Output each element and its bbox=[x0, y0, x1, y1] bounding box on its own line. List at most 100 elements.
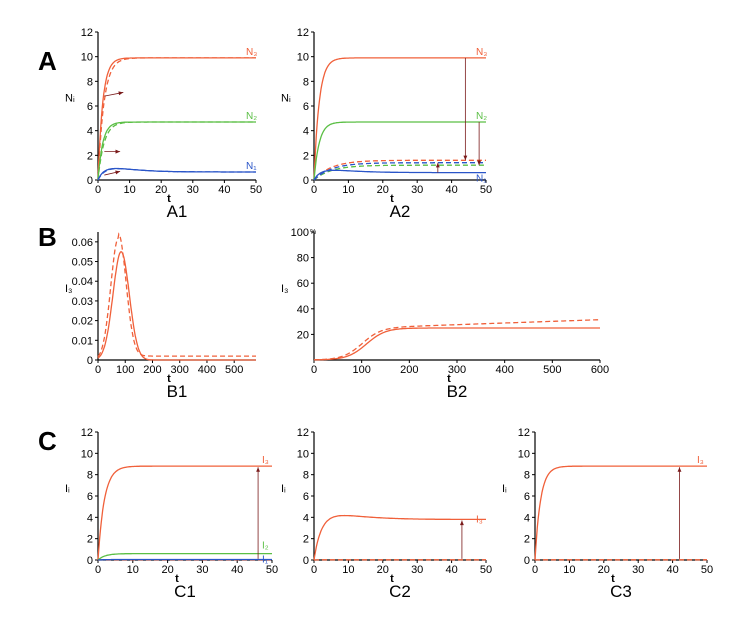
x-tick-label: 0 bbox=[311, 184, 317, 196]
panel-caption: C3 bbox=[610, 582, 632, 601]
y-tick-label: 0 bbox=[87, 555, 93, 567]
series-label: I₃ bbox=[697, 455, 704, 466]
y-tick-label: 8 bbox=[87, 470, 93, 482]
annotation-arrow-head bbox=[118, 91, 124, 96]
panel-caption: C1 bbox=[174, 582, 196, 601]
y-axis-label: Nᵢ bbox=[65, 93, 75, 105]
series-line-3 bbox=[313, 164, 486, 181]
series-label: N₃ bbox=[476, 47, 487, 58]
y-tick-label: 2 bbox=[303, 150, 309, 162]
y-tick-label: 2 bbox=[87, 150, 93, 162]
x-axis-label: t bbox=[390, 573, 394, 585]
y-tick-label: 0.01 bbox=[72, 335, 93, 347]
y-tick-label: 2 bbox=[303, 534, 309, 546]
x-tick-label: 500 bbox=[543, 364, 561, 376]
x-tick-label: 10 bbox=[563, 564, 575, 576]
series-line-1 bbox=[314, 319, 600, 361]
y-tick-label: 10 bbox=[81, 448, 93, 460]
x-tick-label: 500 bbox=[225, 364, 243, 376]
y-axis-label: Iᵢ bbox=[502, 483, 507, 495]
series-label: N₂ bbox=[246, 111, 257, 122]
chart-b1: 0 100 200 300 400 500 0 0.01 0.02 0.03 0.04 0.05 0.0… bbox=[65, 232, 256, 401]
annotation-arrow-head bbox=[477, 160, 482, 166]
y-tick-label: 0 bbox=[524, 555, 530, 567]
x-tick-label: 100 bbox=[116, 364, 134, 376]
x-tick-label: 50 bbox=[266, 564, 278, 576]
x-tick-label: 30 bbox=[196, 564, 208, 576]
annotation-arrow-head bbox=[459, 520, 464, 526]
y-tick-label: 60 bbox=[297, 278, 309, 290]
y-tick-label: 4 bbox=[303, 126, 309, 138]
x-tick-label: 300 bbox=[171, 364, 189, 376]
x-tick-label: 600 bbox=[591, 364, 609, 376]
x-tick-label: 0 bbox=[311, 564, 317, 576]
x-tick-label: 0 bbox=[532, 564, 538, 576]
x-axis-label: t bbox=[611, 573, 615, 585]
x-tick-label: 30 bbox=[632, 564, 644, 576]
x-tick-label: 20 bbox=[598, 564, 610, 576]
panel-caption: B1 bbox=[167, 382, 188, 401]
panel-caption: C2 bbox=[389, 582, 411, 601]
panel-caption: A1 bbox=[167, 202, 188, 221]
row-label-a: A bbox=[38, 46, 57, 76]
y-tick-label: 100 bbox=[291, 227, 309, 239]
x-tick-label: 10 bbox=[342, 564, 354, 576]
y-tick-label: 6 bbox=[303, 101, 309, 113]
x-tick-label: 0 bbox=[95, 364, 101, 376]
x-tick-label: 200 bbox=[400, 364, 418, 376]
x-tick-label: 40 bbox=[666, 564, 678, 576]
x-tick-label: 50 bbox=[250, 184, 262, 196]
x-tick-label: 10 bbox=[127, 564, 139, 576]
y-tick-label: 10 bbox=[81, 52, 93, 64]
y-tick-label: 6 bbox=[87, 491, 93, 503]
y-tick-label: 8 bbox=[303, 76, 309, 88]
y-axis-label: Iᵢ bbox=[65, 483, 70, 495]
series-label: I₂ bbox=[262, 541, 269, 552]
x-tick-label: 20 bbox=[161, 564, 173, 576]
y-tick-label: 12 bbox=[297, 27, 309, 39]
y-tick-label: 10 bbox=[297, 448, 309, 460]
x-tick-label: 400 bbox=[495, 364, 513, 376]
x-axis-label: t bbox=[390, 193, 394, 205]
y-tick-label: 12 bbox=[81, 27, 93, 39]
y-tick-label: 4 bbox=[87, 126, 93, 138]
y-tick-label: 2 bbox=[87, 534, 93, 546]
annotation-arrow-head bbox=[115, 170, 121, 175]
series-line-3 bbox=[97, 121, 256, 181]
y-axis-label: Iᵢ bbox=[281, 483, 286, 495]
x-axis-label: t bbox=[175, 573, 179, 585]
series-line-0 bbox=[314, 327, 600, 361]
annotation-arrow-head bbox=[115, 149, 121, 154]
chart-b2: 0 100 200 300 400 500 600 20 40 60 80 100 t I₃% B2 bbox=[281, 227, 609, 401]
y-tick-label: 12 bbox=[81, 427, 93, 439]
y-tick-label: 10 bbox=[297, 52, 309, 64]
x-tick-label: 100 bbox=[352, 364, 370, 376]
y-tick-label: 10 bbox=[518, 448, 530, 460]
y-tick-label: 0.03 bbox=[72, 296, 93, 308]
x-tick-label: 0 bbox=[95, 564, 101, 576]
series-line-0 bbox=[97, 465, 272, 561]
x-tick-label: 30 bbox=[187, 184, 199, 196]
x-tick-label: 20 bbox=[155, 184, 167, 196]
series-label: N₁ bbox=[246, 161, 257, 172]
y-tick-label: 0 bbox=[87, 175, 93, 187]
x-tick-label: 30 bbox=[411, 184, 423, 196]
series-line-4 bbox=[97, 167, 256, 181]
y-axis-label: I₃ bbox=[281, 283, 289, 295]
y-tick-label: 40 bbox=[297, 304, 309, 316]
y-tick-label: 4 bbox=[87, 512, 93, 524]
x-axis-label: t bbox=[167, 193, 171, 205]
y-tick-label: 0 bbox=[87, 355, 93, 367]
x-axis-label: t bbox=[167, 373, 171, 385]
y-tick-label: 0 bbox=[303, 555, 309, 567]
x-tick-label: 400 bbox=[198, 364, 216, 376]
chart-c3: 0 10 20 30 40 50 0 2 4 6 8 10 12 t Iᵢ C3 I₃ bbox=[502, 427, 713, 601]
series-line-2 bbox=[97, 552, 272, 561]
y-axis-unit: % bbox=[310, 229, 316, 236]
row-label-b: B bbox=[38, 222, 57, 252]
x-tick-label: 40 bbox=[445, 184, 457, 196]
x-tick-label: 50 bbox=[480, 564, 492, 576]
series-line-5 bbox=[97, 168, 256, 181]
y-tick-label: 0.06 bbox=[72, 237, 93, 249]
